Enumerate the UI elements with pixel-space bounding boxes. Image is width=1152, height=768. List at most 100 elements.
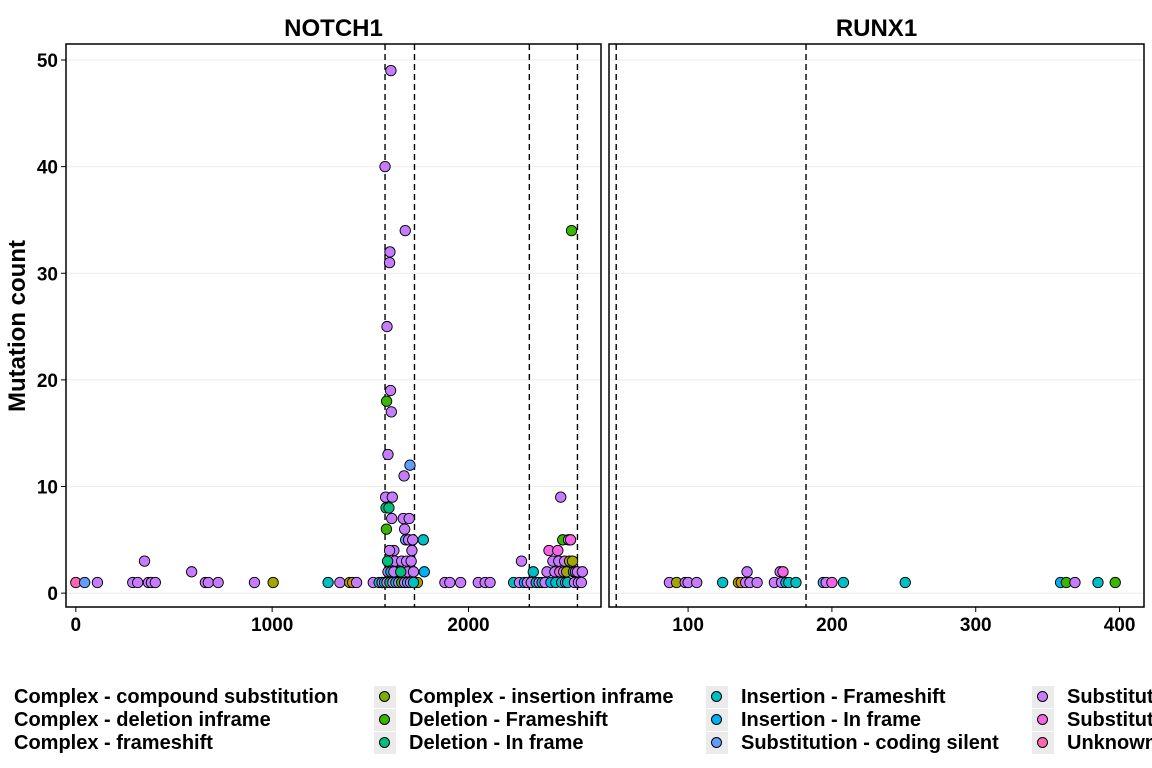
data-point [386,512,398,525]
x-tick-label: 100 [672,615,704,636]
data-point [407,566,420,578]
x-tick-label: 200 [816,615,848,636]
data-point [515,555,528,567]
legend-key [706,686,728,708]
data-point [350,576,363,589]
legend-swatch [1037,737,1048,748]
x-tick-label: 1000 [251,615,293,636]
panel-title: RUNX1 [836,15,917,42]
data-point [267,576,279,589]
data-point [564,534,577,546]
data-point [149,576,161,589]
legend-swatch [1037,714,1048,725]
data-point [751,576,763,589]
x-tick-label: 2000 [447,615,489,636]
data-point [1109,576,1121,589]
data-point [777,566,789,578]
data-point [575,576,588,589]
y-axis-title: Mutation count [4,240,31,412]
data-point [1092,576,1104,589]
data-point [444,576,456,589]
y-tick-label: 0 [47,584,58,605]
legend-label: Complex - deletion inframe [14,709,271,731]
data-point [418,566,430,578]
data-point [202,576,214,589]
data-point [405,555,417,567]
data-point [383,256,396,269]
data-point [132,576,144,589]
y-tick-label: 10 [37,478,58,499]
data-point [248,576,261,589]
data-point [716,576,729,589]
y-tick-label: 20 [37,371,58,392]
legend-key [374,686,396,708]
legend-label: Complex - insertion inframe [409,686,674,708]
data-point [454,576,467,589]
legend-swatch [379,737,390,748]
legend-swatch [711,714,722,725]
data-point [380,395,393,407]
data-point [826,576,838,589]
data-point [186,566,198,578]
data-point [576,566,588,578]
data-point [565,224,578,237]
data-point [899,576,911,589]
data-point [138,555,151,567]
data-point [382,448,394,461]
legend-key [374,732,396,754]
data-point [527,566,539,578]
data-point [790,576,802,589]
legend-label: Complex - compound substitution [14,686,339,708]
legend-key [706,732,728,754]
legend-swatch [379,714,390,725]
data-point [484,576,496,589]
data-point [384,384,397,397]
x-tick-label: 300 [960,615,992,636]
legend-swatch [1037,691,1048,702]
legend-label: Substitution - Nonsense [1067,709,1152,731]
data-point [334,576,346,589]
data-point [406,544,418,557]
data-point [385,65,397,77]
panel-runx1: RUNX1 100 200 300 400 [608,15,1145,636]
data-point [399,523,411,535]
panel-notch1: NOTCH1 0 1000 2000 0 10 20 30 40 50 [37,15,602,636]
chart-legend: Complex - compound substitution Complex -… [0,680,1152,768]
data-point [1069,576,1081,589]
data-point [395,566,407,578]
data-point [79,576,91,589]
legend-swatch [379,691,390,702]
legend-label: Substitution - coding silent [741,732,999,754]
y-tick-label: 40 [37,158,58,179]
data-point [837,576,850,589]
legend-key [1032,732,1054,754]
data-point [383,502,395,514]
data-point [407,576,420,589]
legend-swatch [711,691,722,702]
data-point [566,555,579,567]
legend-key [706,709,728,731]
data-point [91,576,104,589]
data-point [212,576,224,589]
panel-border [608,43,1145,608]
data-point [383,544,396,557]
legend-label: Complex - frameshift [14,732,213,754]
panel-title: NOTCH1 [284,15,383,42]
data-point [384,246,396,258]
legend-key [374,709,396,731]
x-tick-label: 0 [71,615,82,636]
legend-label: Insertion - In frame [741,709,922,731]
data-point [404,459,416,471]
panel-border [65,43,602,608]
data-point [552,544,564,557]
legend-label: Insertion - Frameshift [741,686,946,708]
data-point [417,534,429,546]
data-point [407,534,419,546]
y-tick-label: 30 [37,264,58,285]
data-point [379,160,391,173]
data-point [403,512,415,525]
legend-swatch [711,737,722,748]
data-point [385,406,397,418]
data-point [322,576,334,589]
x-tick-label: 400 [1104,615,1136,636]
